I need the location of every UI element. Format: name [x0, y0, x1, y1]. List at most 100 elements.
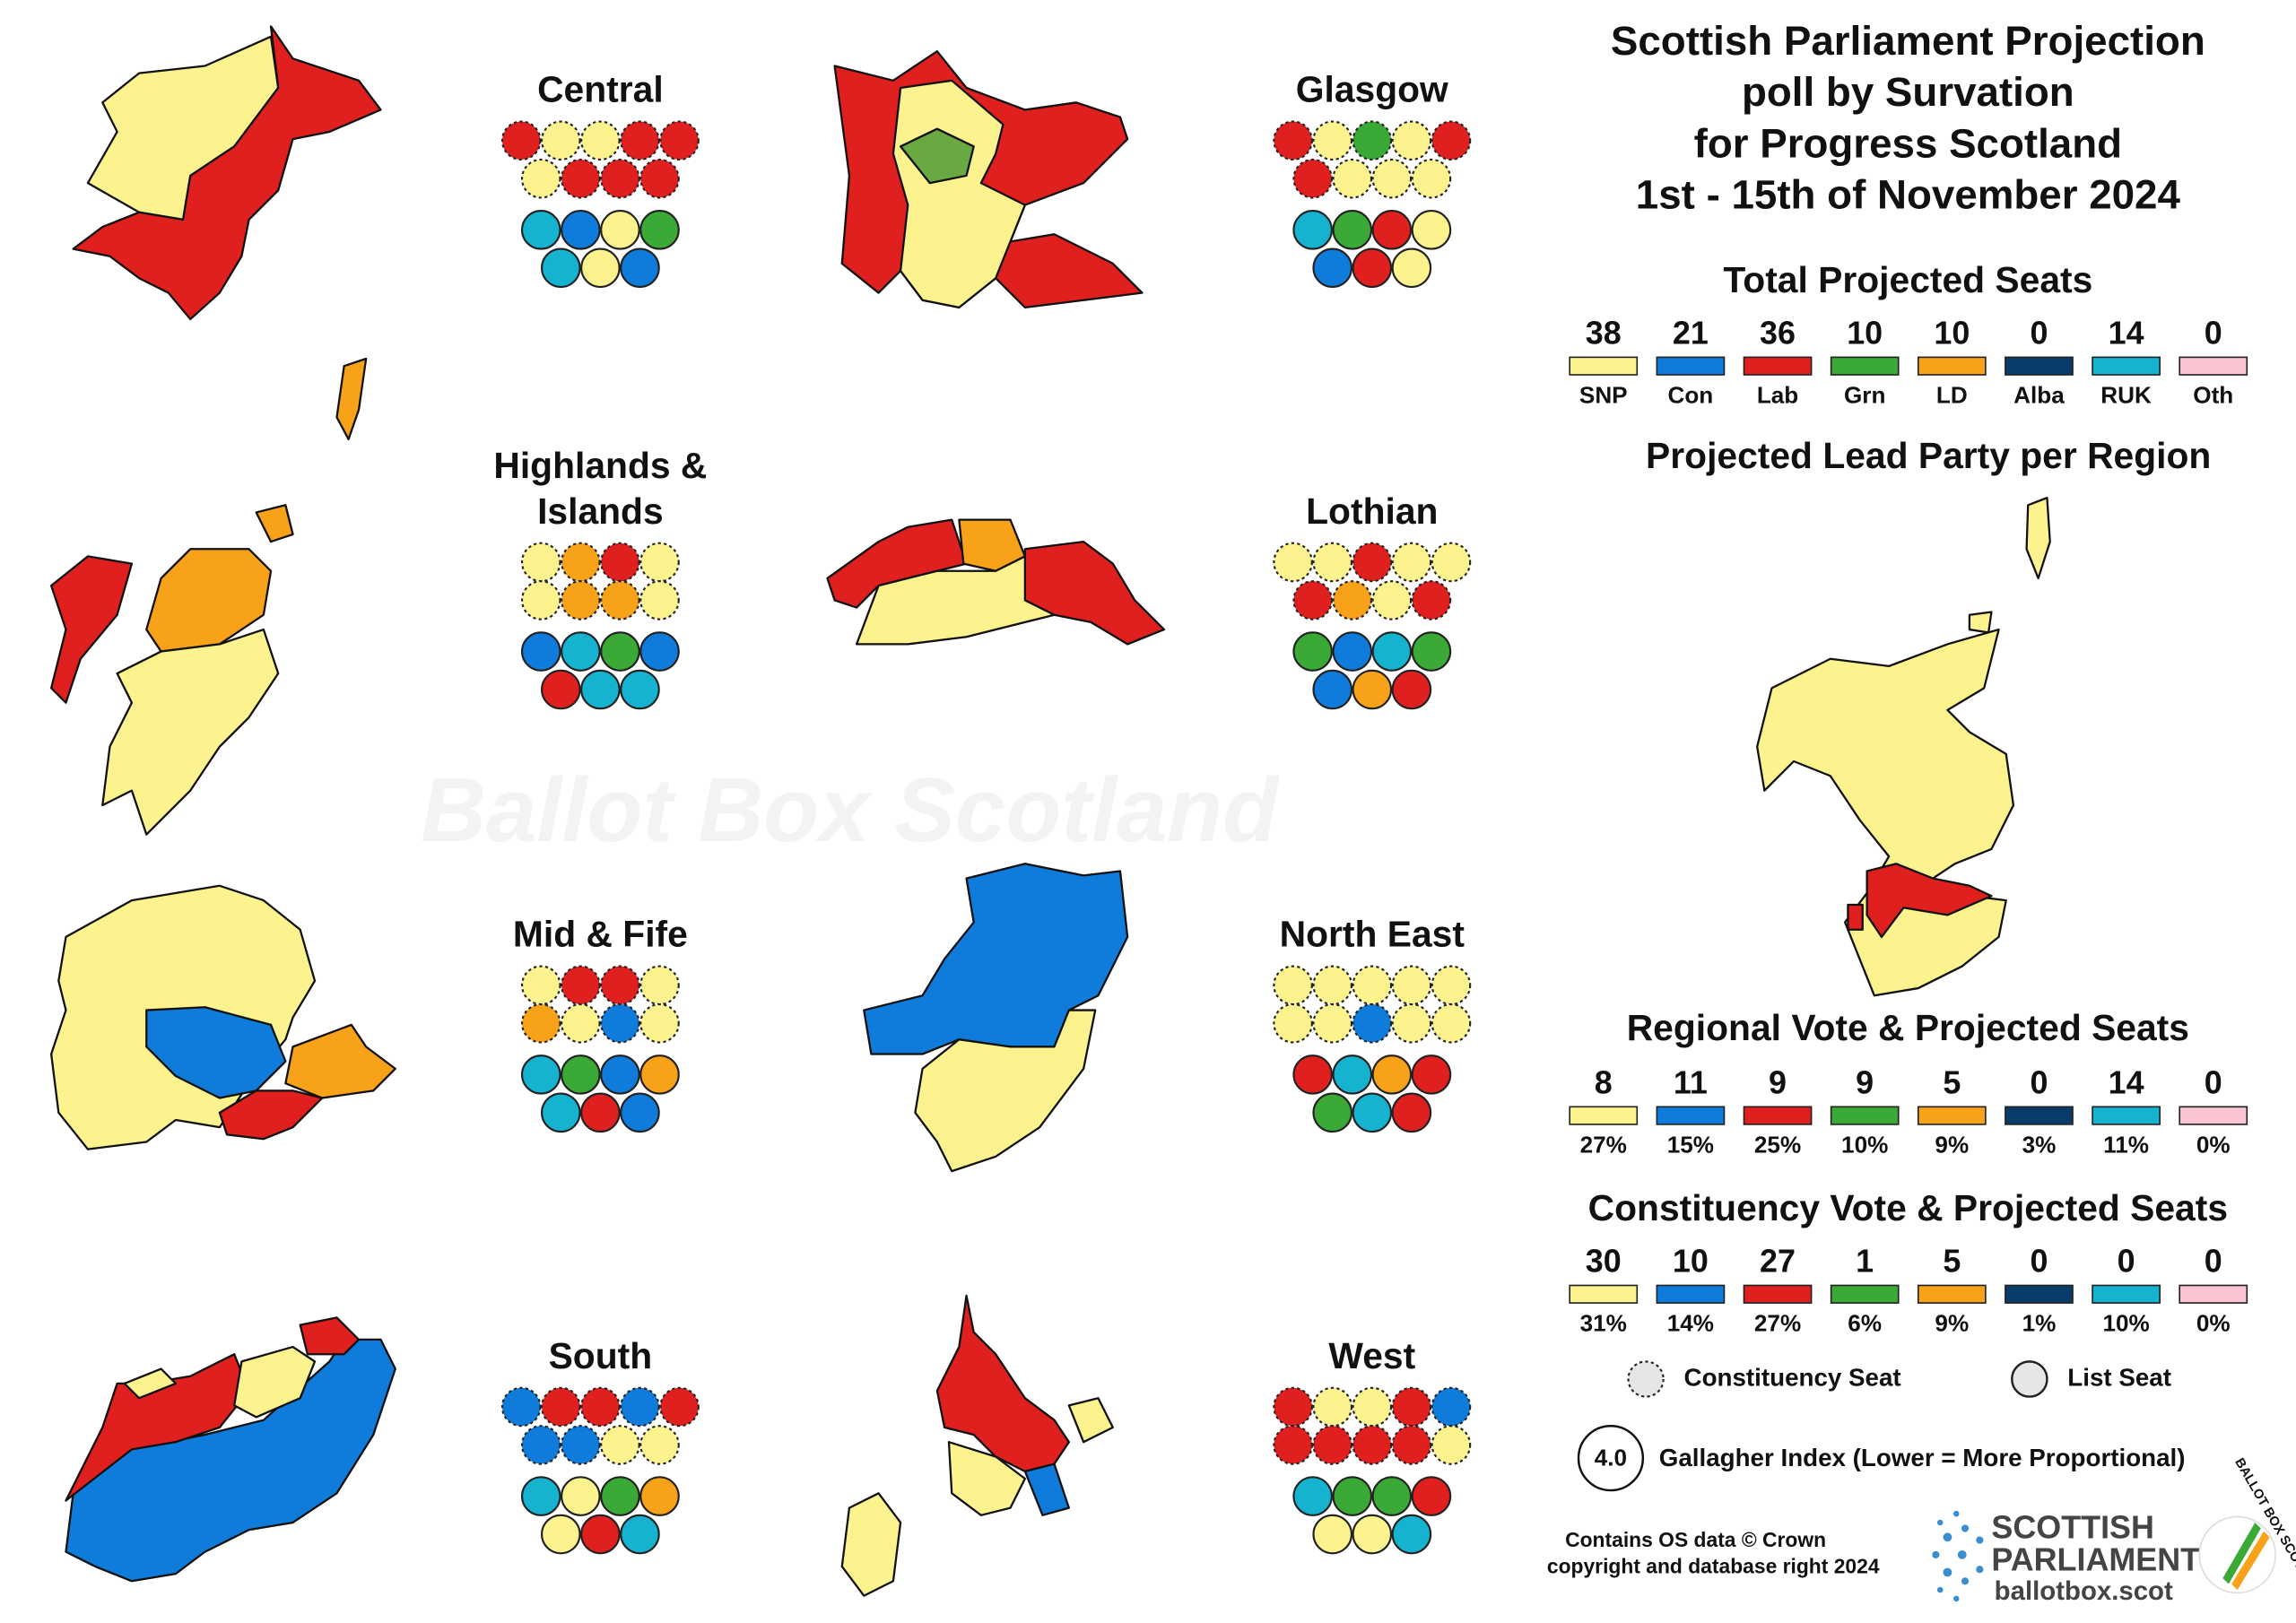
- constituency-seat: [1371, 158, 1413, 199]
- party-color: [2179, 356, 2248, 376]
- constituency-seat: [520, 1425, 561, 1465]
- vote-share: 10%: [2102, 1309, 2149, 1336]
- watermark: Ballot Box Scotland: [421, 759, 1280, 861]
- constituency-seat: [1312, 120, 1352, 161]
- logo-text: PARLIAMENT: [1991, 1541, 2200, 1578]
- seat-count: 0: [2118, 1242, 2135, 1279]
- section-heading: Regional Vote & Projected Seats: [1627, 1007, 2189, 1048]
- constituency-seat: [520, 965, 561, 1006]
- constituency-seat: [1273, 1002, 1313, 1044]
- seat-count: 9: [1856, 1063, 1874, 1100]
- party-color: [1917, 1106, 1987, 1125]
- list-seat: [520, 631, 561, 672]
- seat-count: 30: [1586, 1242, 1622, 1279]
- map-area: [65, 1353, 250, 1502]
- region-name: Islands: [537, 490, 664, 532]
- constituency-seat: [541, 120, 581, 161]
- list-seat: [1332, 1476, 1373, 1516]
- party-color: [2092, 356, 2161, 376]
- constituency-seat: [1352, 120, 1393, 161]
- constituency-seat: [1273, 120, 1313, 161]
- party-color: [1656, 1284, 1726, 1304]
- list-seat: [1371, 1055, 1413, 1095]
- list-seat: [1391, 669, 1432, 710]
- map-area: [1847, 903, 1864, 931]
- constituency-seat: [561, 542, 601, 583]
- party-color: [2179, 1284, 2248, 1304]
- map-area: [335, 357, 368, 440]
- constituency-seat: [1431, 1425, 1472, 1465]
- list-seat: [561, 631, 601, 672]
- constituency-seat: [1371, 580, 1413, 621]
- list-seat: [1371, 1476, 1413, 1516]
- highlands-map: [50, 357, 368, 836]
- region-name: Highlands &: [493, 445, 707, 486]
- constituency-seat: [1431, 965, 1472, 1006]
- list-seat: [1312, 247, 1352, 289]
- list-seat: [1312, 669, 1352, 710]
- seat-count: 0: [2205, 1242, 2222, 1279]
- constituency-seat: [620, 120, 660, 161]
- constituency-seat: [520, 542, 561, 583]
- party-color: [1656, 356, 1726, 376]
- gallagher-value: 4.0: [1595, 1445, 1627, 1471]
- map-area: [2025, 496, 2051, 580]
- constituency-seat: [580, 120, 621, 161]
- list-seat: [1411, 631, 1452, 672]
- vote-share: 6%: [1848, 1309, 1882, 1336]
- logo-mark: [2222, 1522, 2261, 1584]
- seat-count: 8: [1595, 1063, 1613, 1100]
- party-label: Grn: [1844, 381, 1885, 408]
- map-area: [826, 518, 968, 609]
- party-color: [1743, 1284, 1813, 1304]
- map-area: [233, 1345, 317, 1419]
- list-seat: [1391, 1514, 1432, 1555]
- constituency-seat: [600, 1425, 640, 1465]
- constituency-seat: [1352, 1002, 1393, 1044]
- list-seat: [1332, 1055, 1373, 1095]
- constituency-seat: [1292, 158, 1333, 199]
- list-seat: [1371, 631, 1413, 672]
- logo-dots: [1932, 1510, 1984, 1602]
- map-area: [284, 1023, 396, 1099]
- vote-share: 3%: [2022, 1131, 2057, 1158]
- vote-share: 27%: [1580, 1131, 1627, 1158]
- constituency-seat: [1391, 542, 1432, 583]
- list-seat: [561, 210, 601, 250]
- seat-count: 0: [2205, 314, 2222, 351]
- list-seat: [1352, 1514, 1393, 1555]
- list-seat: [1292, 631, 1333, 672]
- constituency-seat: [1352, 965, 1393, 1006]
- lothian-map: [826, 518, 1166, 646]
- constituency-seat: [500, 120, 542, 161]
- constituency-seat: [1352, 1386, 1393, 1428]
- region-name: West: [1328, 1335, 1415, 1376]
- list-seat: [1391, 247, 1432, 289]
- party-label: Alba: [2013, 381, 2065, 408]
- constituency-seat: [1391, 1425, 1432, 1465]
- list-seat: [620, 1092, 660, 1133]
- map-area: [218, 1089, 324, 1141]
- constituency-seat: [659, 1386, 700, 1428]
- party-label: Oth: [2193, 381, 2233, 408]
- map-area: [1023, 1462, 1070, 1516]
- seat-count: 0: [2030, 314, 2048, 351]
- legend-label: Constituency Seat: [1684, 1363, 1901, 1391]
- title-line: poll by Survation: [1742, 69, 2074, 115]
- party-label: LD: [1936, 381, 1968, 408]
- gallagher-badge: [1577, 1425, 1645, 1492]
- party-color: [1656, 1106, 1726, 1125]
- list-seat: [1332, 631, 1373, 672]
- title-line: Scottish Parliament Projection: [1611, 18, 2205, 64]
- map-area: [1866, 863, 1993, 939]
- constituency-seat: [561, 965, 601, 1006]
- party-color: [1917, 356, 1987, 376]
- party-color: [1830, 356, 1900, 376]
- constituency-seat: [600, 965, 640, 1006]
- constituency-seat: [639, 542, 680, 583]
- constituency-seat: [600, 1002, 640, 1044]
- seat-count: 0: [2030, 1242, 2048, 1279]
- seat-count: 10: [1934, 314, 1970, 351]
- map-area: [914, 1009, 1097, 1173]
- list-seat: [1352, 669, 1393, 710]
